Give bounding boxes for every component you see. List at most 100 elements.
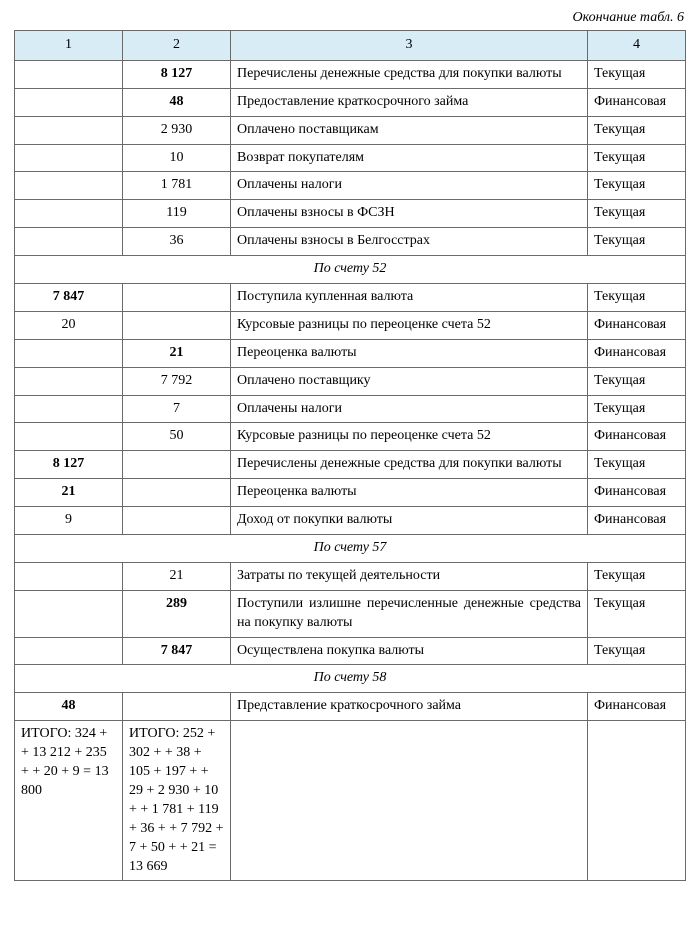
cell-c1 (15, 395, 123, 423)
totals-left: ИТОГО: 324 + + 13 212 + 235 + + 20 + 9 =… (15, 721, 123, 881)
totals-row: ИТОГО: 324 + + 13 212 + 235 + + 20 + 9 =… (15, 721, 686, 881)
cell-c4: Текущая (588, 284, 686, 312)
data-table: 1 2 3 4 8 127 Перечислены денежные средс… (14, 30, 686, 881)
cell-c4: Текущая (588, 172, 686, 200)
cell-c4: Текущая (588, 367, 686, 395)
totals-right: ИТОГО: 252 + 302 + + 38 + 105 + 197 + + … (123, 721, 231, 881)
table-row: 1 781 Оплачены налоги Текущая (15, 172, 686, 200)
cell-c1 (15, 60, 123, 88)
section-heading: По счету 58 (15, 665, 686, 693)
cell-c4: Финансовая (588, 693, 686, 721)
cell-c1 (15, 423, 123, 451)
cell-c3: Предоставление краткосрочного займа (231, 88, 588, 116)
header-row: 1 2 3 4 (15, 31, 686, 61)
table-row: 48 Представление краткосрочного займа Фи… (15, 693, 686, 721)
cell-c4: Текущая (588, 395, 686, 423)
cell-c4: Финансовая (588, 339, 686, 367)
cell-c4: Финансовая (588, 479, 686, 507)
cell-c4: Финансовая (588, 423, 686, 451)
cell-c2: 119 (123, 200, 231, 228)
cell-c3: Курсовые разницы по переоценке счета 52 (231, 423, 588, 451)
cell-c1 (15, 172, 123, 200)
cell-c2 (123, 507, 231, 535)
cell-c2 (123, 479, 231, 507)
cell-c3: Осуществлена покупка валюты (231, 637, 588, 665)
cell-c2: 21 (123, 339, 231, 367)
table-row: 7 Оплачены налоги Текущая (15, 395, 686, 423)
section-row: По счету 58 (15, 665, 686, 693)
table-row: 48 Предоставление краткосрочного займа Ф… (15, 88, 686, 116)
cell-c1 (15, 562, 123, 590)
cell-c3: Переоценка валюты (231, 479, 588, 507)
cell-c1: 48 (15, 693, 123, 721)
table-row: 21 Переоценка валюты Финансовая (15, 339, 686, 367)
cell-c3: Затраты по текущей деятельности (231, 562, 588, 590)
cell-c3: Оплачено поставщикам (231, 116, 588, 144)
header-col-2: 2 (123, 31, 231, 61)
cell-c2: 7 (123, 395, 231, 423)
cell-c4: Текущая (588, 116, 686, 144)
cell-c1 (15, 200, 123, 228)
cell-c3: Представление краткосрочного займа (231, 693, 588, 721)
cell-c3: Поступила купленная валюта (231, 284, 588, 312)
cell-c4: Финансовая (588, 88, 686, 116)
cell-c3: Перечислены денежные средства для по­куп… (231, 60, 588, 88)
header-col-1: 1 (15, 31, 123, 61)
cell-c2: 289 (123, 590, 231, 637)
table-row: 21 Затраты по текущей деятельности Текущ… (15, 562, 686, 590)
table-row: 7 792 Оплачено поставщику Текущая (15, 367, 686, 395)
cell-c1: 20 (15, 311, 123, 339)
table-row: 7 847 Осуществлена покупка валюты Текуща… (15, 637, 686, 665)
cell-c2: 50 (123, 423, 231, 451)
table-row: 119 Оплачены взносы в ФСЗН Текущая (15, 200, 686, 228)
cell-c2 (123, 311, 231, 339)
cell-c2 (123, 693, 231, 721)
cell-c2: 7 847 (123, 637, 231, 665)
table-row: 8 127 Перечислены денежные средства для … (15, 60, 686, 88)
cell-c2: 2 930 (123, 116, 231, 144)
cell-c4: Текущая (588, 228, 686, 256)
cell-empty (588, 721, 686, 881)
cell-c4: Текущая (588, 451, 686, 479)
table-row: 9 Доход от покупки валюты Финансовая (15, 507, 686, 535)
table-row: 7 847 Поступила купленная валюта Текущая (15, 284, 686, 312)
cell-c3: Оплачены налоги (231, 395, 588, 423)
table-row: 20 Курсовые разницы по переоценке счета … (15, 311, 686, 339)
section-heading: По счету 52 (15, 256, 686, 284)
cell-c4: Текущая (588, 590, 686, 637)
cell-c4: Текущая (588, 200, 686, 228)
cell-c2 (123, 284, 231, 312)
cell-c1: 7 847 (15, 284, 123, 312)
table-row: 50 Курсовые разницы по переоценке счета … (15, 423, 686, 451)
cell-c1 (15, 637, 123, 665)
cell-c3: Возврат покупателям (231, 144, 588, 172)
cell-c2: 36 (123, 228, 231, 256)
table-row: 8 127 Перечислены денежные средства для … (15, 451, 686, 479)
cell-c3: Перечислены денежные средства для по­куп… (231, 451, 588, 479)
table-row: 10 Возврат покупателям Текущая (15, 144, 686, 172)
cell-c1: 8 127 (15, 451, 123, 479)
section-heading: По счету 57 (15, 535, 686, 563)
cell-c4: Текущая (588, 60, 686, 88)
cell-c2: 21 (123, 562, 231, 590)
cell-c2: 10 (123, 144, 231, 172)
cell-c1 (15, 116, 123, 144)
cell-c4: Финансовая (588, 507, 686, 535)
cell-c1 (15, 144, 123, 172)
table-row: 289 Поступили излишне перечисленные де­н… (15, 590, 686, 637)
cell-c3: Оплачены налоги (231, 172, 588, 200)
cell-c1 (15, 228, 123, 256)
cell-c3: Курсовые разницы по переоценке счета 52 (231, 311, 588, 339)
cell-c3: Поступили излишне перечисленные де­нежны… (231, 590, 588, 637)
cell-c4: Текущая (588, 562, 686, 590)
header-col-4: 4 (588, 31, 686, 61)
cell-c2: 7 792 (123, 367, 231, 395)
cell-c2 (123, 451, 231, 479)
section-row: По счету 57 (15, 535, 686, 563)
cell-c3: Доход от покупки валюты (231, 507, 588, 535)
table-row: 36 Оплачены взносы в Белгосстрах Текущая (15, 228, 686, 256)
cell-c2: 48 (123, 88, 231, 116)
cell-c3: Оплачено поставщику (231, 367, 588, 395)
cell-c2: 1 781 (123, 172, 231, 200)
section-row: По счету 52 (15, 256, 686, 284)
